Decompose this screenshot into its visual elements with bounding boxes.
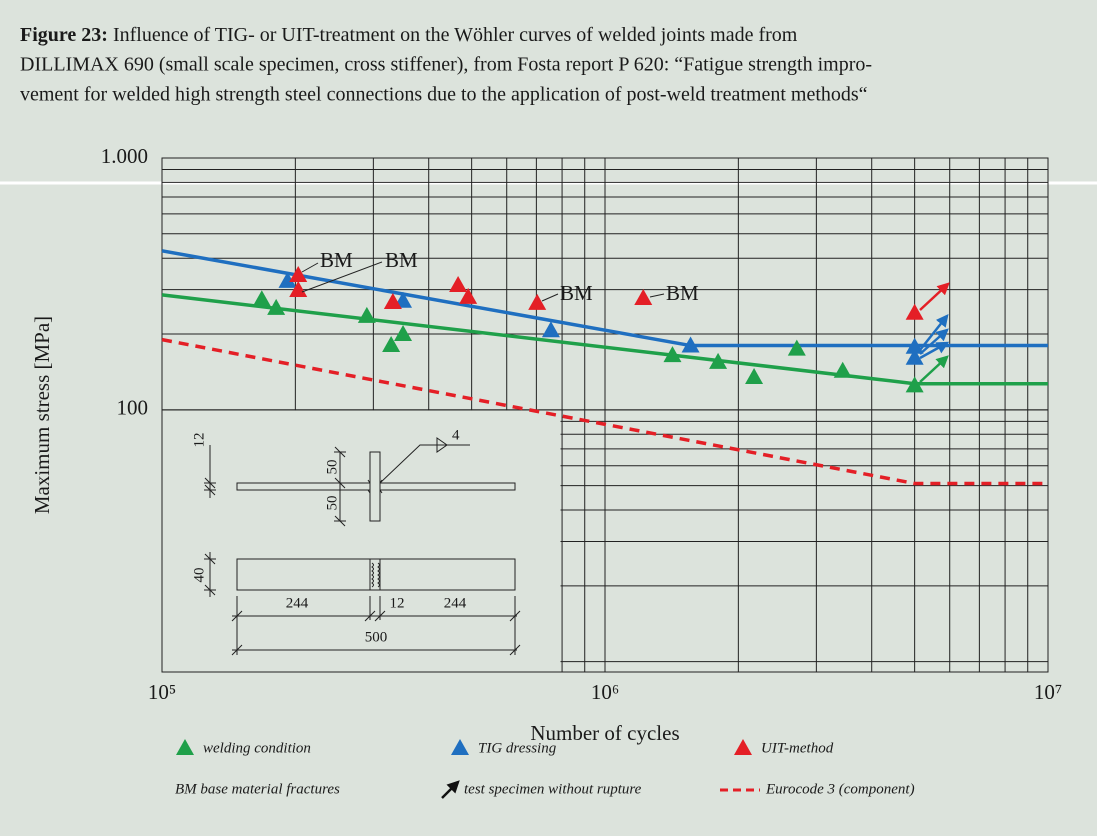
legend-note: BM base material fractures bbox=[175, 781, 340, 797]
data-point bbox=[449, 276, 468, 293]
legend-label: Eurocode 3 (component) bbox=[765, 781, 915, 797]
data-point bbox=[905, 376, 924, 393]
legend-swatch bbox=[451, 739, 469, 755]
x-tick-label: 10⁵ bbox=[148, 680, 176, 704]
inset-label: 12 bbox=[390, 595, 405, 611]
caption-label: Figure 23: bbox=[20, 24, 108, 46]
data-point bbox=[541, 321, 560, 338]
data-point bbox=[528, 293, 547, 310]
leader bbox=[541, 293, 559, 302]
grid bbox=[161, 157, 1049, 673]
caption-line: vement for welded high strength steel co… bbox=[20, 84, 868, 106]
data-point bbox=[267, 298, 286, 315]
data-point bbox=[905, 337, 924, 354]
annotation: BM bbox=[560, 281, 593, 305]
y-tick-label: 1.000 bbox=[101, 144, 148, 168]
legend-swatch bbox=[176, 739, 194, 755]
y-tick-label: 100 bbox=[117, 396, 149, 420]
leader bbox=[301, 261, 383, 293]
x-tick-label: 10⁶ bbox=[591, 680, 619, 704]
inset-labels: 12 50 50 4 40 244 12 244 500 bbox=[191, 427, 466, 645]
data-point bbox=[459, 287, 478, 304]
inset-label: 50 bbox=[324, 496, 340, 511]
data-point bbox=[252, 290, 271, 307]
legend-note: test specimen without rupture bbox=[464, 781, 642, 797]
inset-label: 12 bbox=[191, 433, 207, 448]
data-point bbox=[905, 303, 924, 320]
data-point bbox=[663, 346, 682, 363]
runout-arrow bbox=[919, 355, 949, 383]
legend: BM base material fractures test specimen… bbox=[175, 739, 915, 799]
legend-swatch bbox=[734, 739, 752, 755]
runout-arrow bbox=[919, 341, 950, 360]
inset-label: 50 bbox=[324, 460, 340, 475]
inset-label: 40 bbox=[191, 568, 207, 583]
leader bbox=[649, 293, 665, 298]
x-axis-label: Number of cycles bbox=[530, 721, 679, 745]
data-point bbox=[681, 336, 700, 353]
data-point bbox=[278, 271, 297, 288]
legend-label: welding condition bbox=[203, 740, 311, 756]
annotation: BM bbox=[320, 248, 353, 272]
runout-arrow bbox=[919, 282, 950, 311]
x-tick-label: 10⁷ bbox=[1034, 680, 1062, 704]
inset-label: 4 bbox=[452, 427, 460, 443]
data-point bbox=[787, 339, 806, 356]
y-axis-label: Maximum stress [MPa] bbox=[30, 316, 54, 514]
annotation: BM bbox=[385, 248, 418, 272]
data-point bbox=[709, 352, 728, 369]
runout-arrow bbox=[919, 328, 949, 355]
caption-line: Influence of TIG- or UIT-treatment on th… bbox=[113, 24, 798, 46]
data-point bbox=[357, 306, 376, 323]
inset-label: 500 bbox=[365, 629, 388, 645]
data-point bbox=[745, 368, 764, 385]
fit-line bbox=[161, 337, 1048, 486]
bm-leaders bbox=[301, 261, 665, 302]
runout-arrow bbox=[919, 314, 949, 351]
runout-arrows bbox=[919, 282, 950, 383]
inset-drawing bbox=[162, 410, 561, 672]
data-point bbox=[289, 266, 308, 283]
plot-marks bbox=[161, 249, 1048, 486]
legend-label: TIG dressing bbox=[478, 740, 557, 756]
legend-arrow bbox=[441, 780, 460, 799]
data-point bbox=[905, 348, 924, 365]
inset-label: 244 bbox=[444, 595, 467, 611]
legend-label: UIT-method bbox=[761, 740, 834, 756]
data-point bbox=[394, 325, 413, 342]
data-point bbox=[833, 361, 852, 378]
data-point bbox=[634, 289, 653, 306]
leader bbox=[301, 262, 319, 273]
caption: Figure 23: Influence of TIG- or UIT-treat… bbox=[20, 24, 798, 46]
inset-label: 244 bbox=[286, 595, 309, 611]
caption-line: DILLIMAX 690 (small scale specimen, cros… bbox=[20, 54, 872, 76]
data-point bbox=[382, 335, 401, 352]
data-point bbox=[289, 281, 308, 298]
data-point bbox=[383, 293, 402, 310]
annotation: BM bbox=[666, 281, 699, 305]
